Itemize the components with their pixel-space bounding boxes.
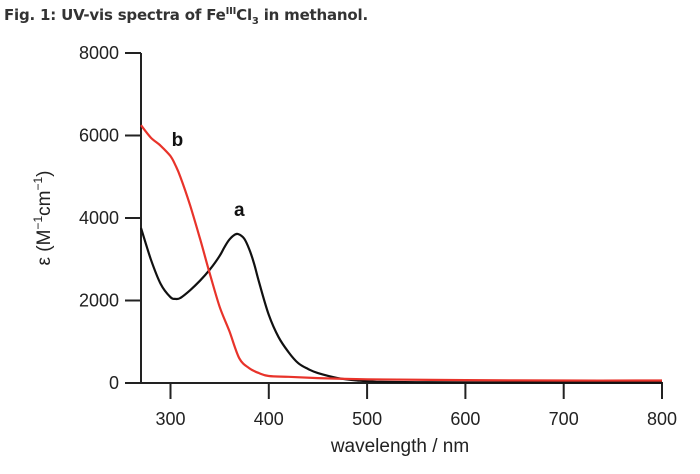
y-axis-title-sup1: −1 [31,216,45,230]
y-tick-label: 8000 [79,43,119,63]
y-tick-label: 6000 [79,126,119,146]
figure-caption: Fig. 1: UV-vis spectra of FeIIICl3 in me… [4,6,368,27]
series-line-b [140,124,663,382]
series-line-a [139,227,662,384]
caption-superscript: III [225,6,237,17]
x-tick-label: 600 [450,409,480,429]
x-tick-label: 700 [549,409,579,429]
x-tick-label: 800 [647,409,677,429]
y-axis-title-mid: cm [34,191,55,216]
y-tick-label: 4000 [79,208,119,228]
x-tick-label: 300 [155,409,185,429]
y-axis-title-main: ε (M [34,230,55,266]
axes: 0 2000 4000 6000 8000 300 400 500 600 700 800 [79,43,677,429]
y-axis-title-end: ) [34,171,55,177]
series-label-a: a [234,200,245,221]
series-label-b: b [172,130,184,151]
series-layer [139,124,663,384]
caption-text-end: in methanol. [258,6,368,24]
caption-subscript: 3 [251,16,259,27]
labels-layer: ab [172,130,245,221]
x-axis-title: wavelength / nm [330,436,469,457]
y-tick-label: 2000 [79,291,119,311]
y-axis-title: ε (M−1cm−1) [31,171,55,266]
y-tick-label: 0 [109,373,119,393]
y-axis-title-sup2: −1 [31,177,45,191]
caption-text-mid: Cl [236,6,252,24]
caption-text: Fig. 1: UV-vis spectra of Fe [4,6,226,24]
x-tick-label: 500 [352,409,382,429]
x-tick-label: 400 [254,409,284,429]
